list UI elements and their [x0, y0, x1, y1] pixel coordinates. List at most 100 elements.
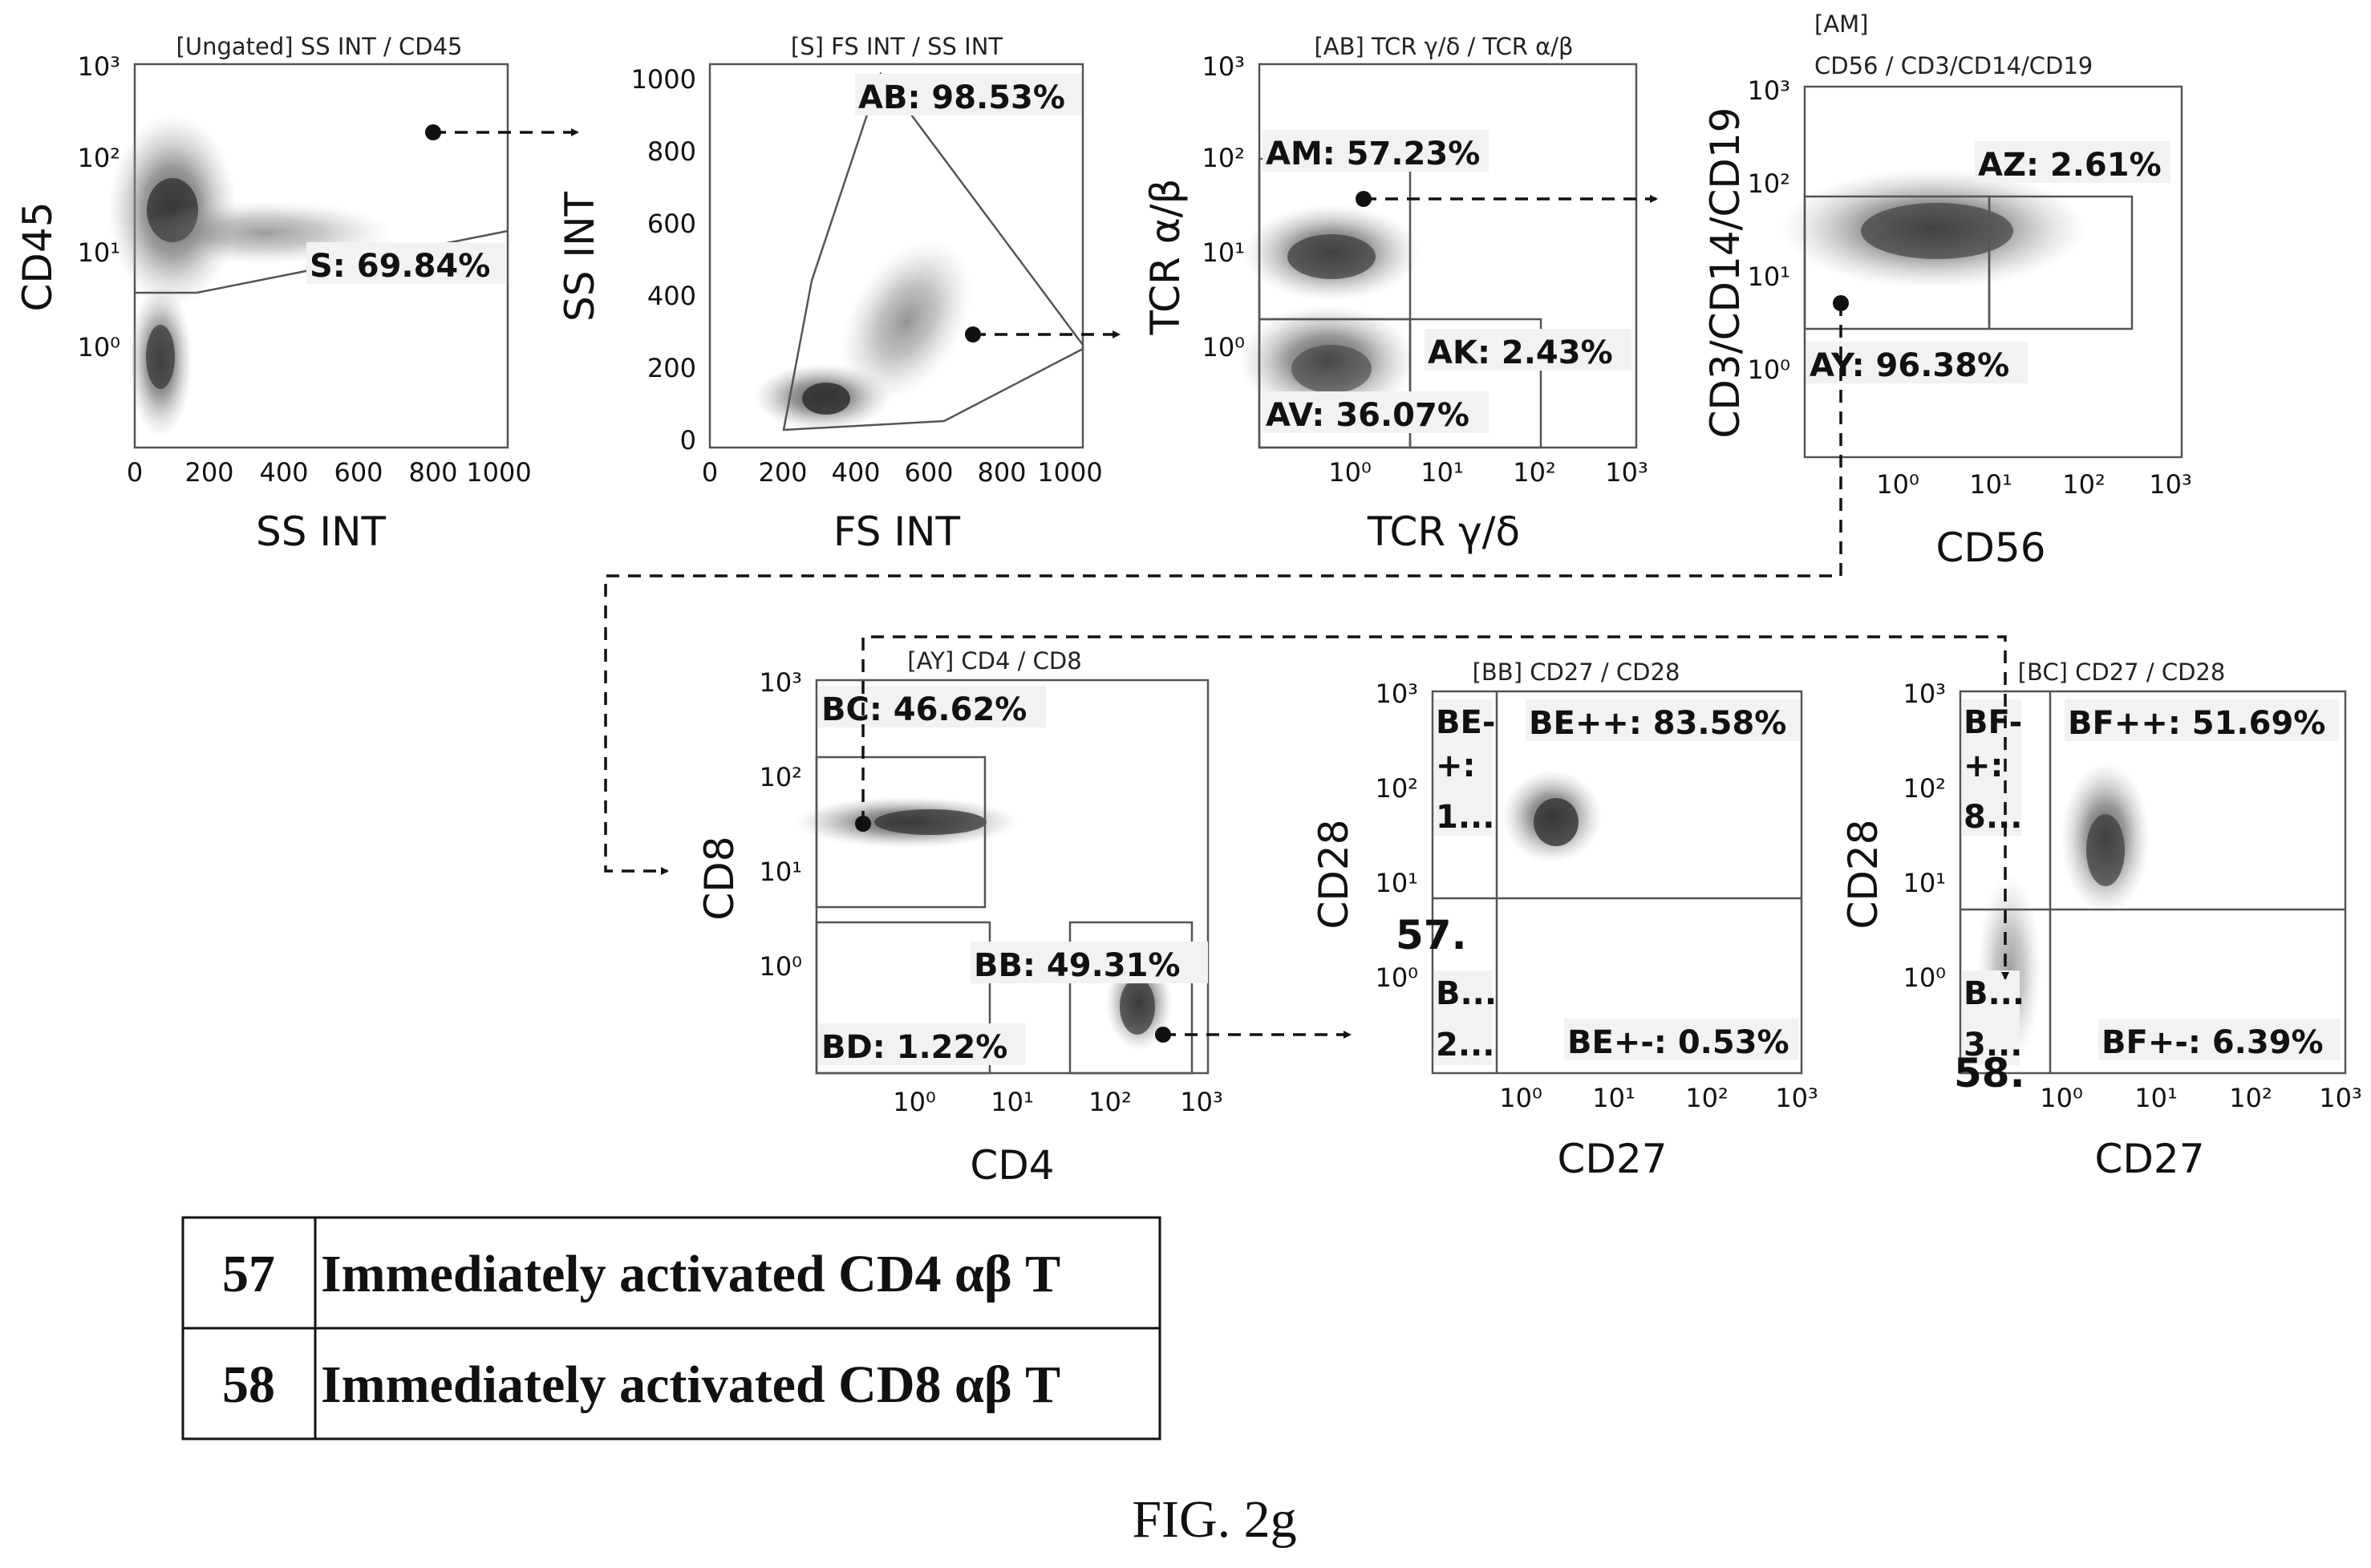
panel-title-line2: CD56 / CD3/CD14/CD19	[1814, 52, 2093, 79]
y-axis-label: CD45	[14, 201, 61, 311]
svg-text:1000: 1000	[1037, 457, 1102, 488]
svg-text:400: 400	[259, 457, 308, 488]
svg-text:BE-: BE-	[1436, 704, 1495, 741]
x-axis-label: SS INT	[256, 508, 387, 555]
population-marker-58: 58.	[1954, 1050, 2025, 1096]
x-axis-label: CD27	[2094, 1136, 2204, 1182]
x-ticks: 10⁰ 10¹ 10² 10³	[1328, 457, 1648, 488]
gate-label-ab: AB: 98.53%	[855, 74, 1081, 116]
y-axis-label: SS INT	[557, 192, 603, 322]
panel-bb-cd27-cd28: [BB] CD27 / CD28 BE- +: 1... BE++: 83.58…	[1311, 658, 1818, 1182]
svg-text:S: 69.84%: S: 69.84%	[310, 248, 490, 285]
panel-title: [BC] CD27 / CD28	[2018, 658, 2226, 686]
svg-text:10³: 10³	[2319, 1083, 2362, 1113]
svg-text:10²: 10²	[1747, 168, 1790, 199]
gate-label-be-bottom-left: B... 2...	[1434, 970, 1497, 1065]
gate-az-box	[1988, 195, 2134, 330]
gate-label-bf-pm: BF+-: 6.39%	[2098, 1019, 2341, 1061]
svg-text:10⁰: 10⁰	[759, 951, 802, 982]
svg-text:10⁰: 10⁰	[2040, 1083, 2083, 1113]
panel-ungated-ss-cd45: [Ungated] SS INT / CD45 S: 69.84% 10³ 10…	[14, 33, 532, 555]
legend-label: Immediately activated CD4 αβ T	[321, 1245, 1060, 1303]
svg-text:10³: 10³	[1775, 1083, 1818, 1113]
y-axis-label: TCR α/β	[1142, 179, 1189, 336]
svg-text:B...: B...	[1964, 975, 2024, 1012]
panel-bc-cd27-cd28: [BC] CD27 / CD28 BF- +: 8... BF++: 51.69…	[1840, 658, 2362, 1182]
gate-label-be-pp: BE++: 83.58%	[1526, 699, 1800, 742]
gate-bb-box	[1068, 921, 1194, 1075]
svg-text:10⁰: 10⁰	[1499, 1083, 1542, 1113]
svg-text:200: 200	[184, 457, 233, 488]
gate-label-be-top-left: BE- +: 1...	[1434, 699, 1495, 836]
svg-text:10⁰: 10⁰	[893, 1087, 936, 1117]
svg-text:10¹: 10¹	[1375, 868, 1418, 898]
y-ticks: 10³ 10² 10¹ 10⁰	[77, 51, 120, 363]
panel-am-cd56: [AM] CD56 / CD3/CD14/CD19 AZ: 2.61% AY: …	[1702, 10, 2192, 571]
svg-text:10¹: 10¹	[2134, 1083, 2178, 1113]
panel-ab-tcr: [AB] TCR γ/δ / TCR α/β AM: 57.23% AK: 2.…	[1142, 33, 1648, 555]
legend-row: 58 Immediately activated CD8 αβ T	[222, 1355, 1060, 1414]
svg-text:+:: +:	[1436, 748, 1476, 784]
svg-text:1000: 1000	[466, 457, 531, 488]
event-cloud	[108, 114, 393, 437]
x-ticks: 0 200 400 600 800 1000	[127, 457, 532, 488]
svg-text:10²: 10²	[77, 143, 120, 173]
arrow-ay-to-cd4-cd8	[604, 303, 1842, 875]
panel-title: [AY] CD4 / CD8	[907, 647, 1081, 675]
gate-label-ak: AK: 2.43%	[1425, 329, 1631, 371]
svg-text:10²: 10²	[1202, 143, 1245, 173]
panel-title: [AB] TCR γ/δ / TCR α/β	[1314, 33, 1573, 60]
y-ticks: 10³ 10² 10¹ 10⁰	[1375, 679, 1418, 993]
svg-text:AK: 2.43%: AK: 2.43%	[1428, 334, 1613, 371]
event-cloud	[754, 239, 972, 431]
gate-bc-box	[815, 756, 987, 909]
panel-title-line1: [AM]	[1814, 10, 1869, 38]
panel-ay-cd4-cd8: [AY] CD4 / CD8 BC: 46.62% BB: 49.31% BD:…	[696, 647, 1223, 1189]
svg-text:10³: 10³	[1180, 1087, 1223, 1117]
svg-text:10¹: 10¹	[759, 857, 802, 887]
y-ticks: 1000 800 600 400 200 0	[631, 64, 696, 456]
svg-text:10¹: 10¹	[1747, 261, 1790, 292]
x-axis-label: FS INT	[833, 508, 961, 555]
gate-label-ay: AY: 96.38%	[1806, 342, 2028, 384]
svg-text:10⁰: 10⁰	[1375, 962, 1418, 993]
y-ticks: 10³ 10² 10¹ 10⁰	[1747, 75, 1790, 385]
svg-text:1000: 1000	[631, 64, 696, 95]
svg-text:AM: 57.23%: AM: 57.23%	[1266, 136, 1480, 172]
svg-text:10³: 10³	[77, 51, 120, 82]
svg-text:2...: 2...	[1436, 1027, 1494, 1064]
svg-text:600: 600	[904, 457, 953, 488]
svg-text:400: 400	[831, 457, 880, 488]
event-cloud	[1781, 168, 2085, 289]
svg-text:600: 600	[334, 457, 383, 488]
svg-text:400: 400	[647, 281, 696, 311]
svg-text:0: 0	[680, 425, 696, 456]
svg-text:BC: 46.62%: BC: 46.62%	[821, 691, 1027, 728]
svg-text:BF-: BF-	[1964, 704, 2022, 741]
svg-text:0: 0	[702, 457, 718, 488]
x-axis-label: CD4	[970, 1142, 1054, 1189]
arrow-bc-to-cd27-cd28	[861, 635, 2009, 980]
gate-label-az: AZ: 2.61%	[1975, 141, 2170, 184]
svg-text:AY: 96.38%: AY: 96.38%	[1810, 347, 2009, 384]
svg-text:800: 800	[647, 136, 696, 167]
svg-text:10¹: 10¹	[1903, 868, 1946, 898]
gate-ab-polygon	[782, 71, 1084, 432]
x-ticks: 10⁰ 10¹ 10² 10³	[1876, 469, 2192, 500]
svg-text:10²: 10²	[759, 762, 802, 792]
legend-number: 58	[222, 1355, 275, 1414]
x-axis-label: TCR γ/δ	[1367, 508, 1520, 555]
svg-text:10⁰: 10⁰	[77, 332, 120, 363]
svg-text:10³: 10³	[1375, 679, 1418, 709]
gate-label-bf-bottom-left: B... 3...	[1962, 970, 2024, 1065]
svg-text:200: 200	[647, 353, 696, 383]
svg-text:AZ: 2.61%: AZ: 2.61%	[1978, 147, 2162, 184]
svg-text:10⁰: 10⁰	[1903, 962, 1946, 993]
gate-label-bf-pp: BF++: 51.69%	[2065, 699, 2339, 742]
gate-label-bf-top-left: BF- +: 8...	[1962, 699, 2022, 836]
gate-label-bc: BC: 46.62%	[818, 686, 1046, 728]
y-ticks: 10³ 10² 10¹ 10⁰	[1903, 679, 1946, 993]
y-axis-label: CD8	[696, 836, 743, 920]
y-axis-label: CD28	[1311, 819, 1357, 929]
event-cloud	[1502, 770, 1602, 863]
